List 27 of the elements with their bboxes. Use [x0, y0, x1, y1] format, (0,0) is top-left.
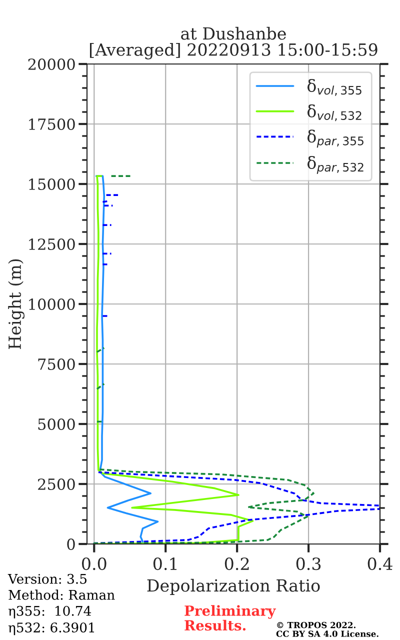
- legend-label: δ$_{vol,532}$: [307, 104, 362, 122]
- text: Version: 3.5: [8, 574, 86, 584]
- legend-label: δ$_{vol,355}$: [307, 79, 362, 96]
- y-tick-label: 2500: [38, 478, 75, 490]
- x-tick-label: 0.1: [153, 557, 176, 570]
- y-axis-title: Height (m): [8, 259, 25, 350]
- text: η355: 10.74: [8, 606, 92, 618]
- legend-label: δ$_{par,355}$: [307, 130, 364, 148]
- y-tick-label: 10000: [29, 298, 75, 310]
- chart-title: at Dushanbe [Averaged] 20220913 15:00-15:59: [90, 26, 378, 60]
- text: η532: 6.3901: [8, 622, 94, 636]
- y-tick-label: 17500: [29, 118, 75, 130]
- text: Preliminary Results.: [184, 605, 276, 631]
- y-tick-label: 15000: [29, 178, 75, 190]
- text: Method: Raman: [8, 590, 115, 600]
- y-tick-label: 5000: [38, 418, 75, 430]
- y-tick-label: 12500: [29, 238, 75, 250]
- x-tick-label: 0.2: [224, 557, 249, 570]
- x-tick-label: 0.0: [82, 557, 106, 570]
- x-tick-label: 0.4: [368, 557, 392, 570]
- y-tick-label: 7500: [38, 358, 75, 370]
- x-axis-title: Depolarization Ratio: [147, 578, 320, 596]
- y-tick-label: 0: [67, 538, 75, 550]
- x-tick-label: 0.3: [296, 557, 321, 570]
- y-tick-label: 20000: [28, 58, 75, 70]
- text: © TROPOS 2022. CC BY SA 4.0 License.: [276, 622, 378, 637]
- legend-label: δ$_{par,532}$: [307, 156, 364, 174]
